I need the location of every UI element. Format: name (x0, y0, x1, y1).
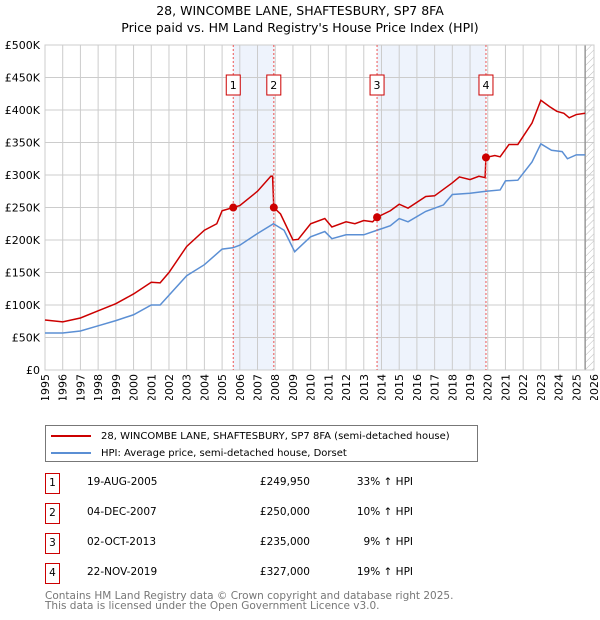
sale-marker-label: 3 (374, 79, 381, 92)
property-price-line (44, 99, 586, 323)
x-tick-label: 2019 (464, 374, 477, 400)
sale-point (481, 153, 490, 162)
x-tick-label: 2008 (269, 374, 282, 400)
y-tick-label: £500K (5, 39, 41, 52)
x-tick-label: 2025 (570, 374, 583, 400)
x-tick-label: 2017 (429, 374, 442, 400)
sale-price: £250,000 (259, 506, 310, 518)
sale-price: £327,000 (259, 566, 310, 578)
x-tick-label: 2012 (340, 374, 353, 400)
y-tick-label: £450K (5, 72, 41, 85)
sale-date: 22-NOV-2019 (87, 566, 158, 578)
x-tick-label: 2009 (287, 374, 300, 400)
x-tick-label: 2007 (252, 374, 265, 400)
y-tick-label: £100K (5, 299, 41, 312)
sale-marker-label: 1 (230, 79, 237, 92)
sale-marker-label: 2 (270, 79, 277, 92)
hpi-line (45, 142, 586, 334)
x-tick-label: 2014 (375, 374, 388, 400)
x-tick-label: 2023 (535, 374, 548, 400)
x-tick-label: 1996 (57, 374, 70, 400)
y-tick-label: £250K (5, 202, 41, 215)
sale-date: 02-OCT-2013 (87, 536, 156, 548)
y-tick-label: £300K (5, 169, 41, 182)
x-tick-label: 2011 (322, 374, 335, 400)
sale-marker-box (266, 74, 282, 96)
x-tick-label: 2004 (198, 374, 211, 400)
sale-marker-box (478, 74, 494, 96)
sale-number: 4 (45, 563, 60, 584)
x-tick-label: 1995 (39, 374, 52, 400)
sale-point (229, 203, 238, 212)
chart-title: 28, WINCOMBE LANE, SHAFTESBURY, SP7 8FA (156, 3, 444, 18)
legend-label: 28, WINCOMBE LANE, SHAFTESBURY, SP7 8FA … (101, 430, 450, 442)
x-tick-label: 2003 (181, 374, 194, 400)
sale-point (373, 213, 382, 222)
sale-row: 4 22-NOV-2019 £327,000 19% ↑ HPI (45, 563, 465, 584)
sale-number: 3 (45, 533, 60, 554)
legend-swatch (51, 452, 91, 454)
x-tick-label: 2002 (163, 374, 176, 400)
legend-item-property: 28, WINCOMBE LANE, SHAFTESBURY, SP7 8FA … (46, 428, 450, 444)
sale-hpi-diff: 33% ↑ HPI (356, 476, 413, 488)
sale-number: 2 (45, 503, 60, 524)
sale-hpi-diff: 10% ↑ HPI (356, 506, 413, 518)
x-tick-label: 2024 (553, 374, 566, 400)
x-tick-label: 2006 (234, 374, 247, 400)
x-tick-label: 2005 (216, 374, 229, 400)
footer-licence: This data is licensed under the Open Gov… (45, 600, 380, 612)
y-tick-label: £150K (5, 267, 41, 280)
x-tick-label: 2020 (482, 374, 495, 400)
sale-marker-label: 4 (482, 79, 489, 92)
sale-marker-box (225, 74, 241, 96)
x-tick-label: 1997 (74, 374, 87, 400)
sale-number: 1 (45, 473, 60, 494)
sale-date: 19-AUG-2005 (87, 476, 158, 488)
sale-row: 1 19-AUG-2005 £249,950 33% ↑ HPI (45, 473, 465, 494)
y-tick-label: £400K (5, 104, 41, 117)
forecast-hatch (585, 45, 594, 370)
x-tick-label: 2018 (446, 374, 459, 400)
x-tick-label: 2015 (393, 374, 406, 400)
x-tick-label: 2021 (499, 374, 512, 400)
y-tick-label: £200K (5, 234, 41, 247)
legend-label: HPI: Average price, semi-detached house,… (101, 447, 347, 459)
x-tick-label: 2022 (517, 374, 530, 400)
plot-border (44, 44, 595, 371)
x-tick-label: 1999 (110, 374, 123, 400)
x-tick-label: 2010 (305, 374, 318, 400)
chart-subtitle: Price paid vs. HM Land Registry's House … (121, 20, 479, 35)
x-tick-label: 2013 (358, 374, 371, 400)
x-tick-label: 2016 (411, 374, 424, 400)
x-tick-label: 1998 (92, 374, 105, 400)
y-tick-label: £350K (5, 137, 41, 150)
y-tick-label: £50K (12, 332, 41, 345)
sale-row: 2 04-DEC-2007 £250,000 10% ↑ HPI (45, 503, 465, 524)
sale-point (269, 203, 278, 212)
sale-price: £249,950 (259, 476, 310, 488)
footer-copyright: Contains HM Land Registry data © Crown c… (45, 590, 454, 602)
sale-date: 04-DEC-2007 (87, 506, 157, 518)
legend: 28, WINCOMBE LANE, SHAFTESBURY, SP7 8FA … (45, 425, 478, 462)
y-tick-label: £0 (26, 364, 40, 377)
legend-swatch (51, 435, 91, 437)
x-tick-label: 2026 (588, 374, 600, 400)
x-tick-label: 2001 (145, 374, 158, 400)
sale-marker-box (369, 74, 385, 96)
sale-price: £235,000 (259, 536, 310, 548)
sale-hpi-diff: 9% ↑ HPI (363, 536, 413, 548)
sale-row: 3 02-OCT-2013 £235,000 9% ↑ HPI (45, 533, 465, 554)
sale-hpi-diff: 19% ↑ HPI (356, 566, 413, 578)
legend-item-hpi: HPI: Average price, semi-detached house,… (46, 445, 347, 461)
x-tick-label: 2000 (128, 374, 141, 400)
price-chart: £0 £50K £100K £150K £200K £250K £300K £350K £400… (5, 39, 600, 400)
